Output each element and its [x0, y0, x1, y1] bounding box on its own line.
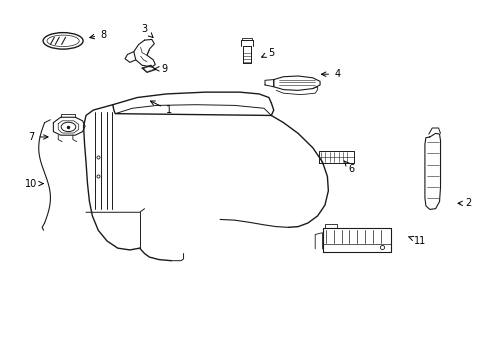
Text: 7: 7: [28, 132, 48, 142]
Text: 5: 5: [261, 48, 274, 58]
Text: 9: 9: [154, 64, 167, 74]
Text: 4: 4: [321, 69, 340, 79]
Text: 3: 3: [141, 24, 153, 37]
Text: 2: 2: [457, 198, 471, 208]
Text: 11: 11: [407, 236, 426, 246]
Text: 8: 8: [90, 30, 106, 40]
Text: 6: 6: [344, 161, 354, 174]
Text: 10: 10: [25, 179, 43, 189]
Text: 1: 1: [150, 101, 172, 115]
